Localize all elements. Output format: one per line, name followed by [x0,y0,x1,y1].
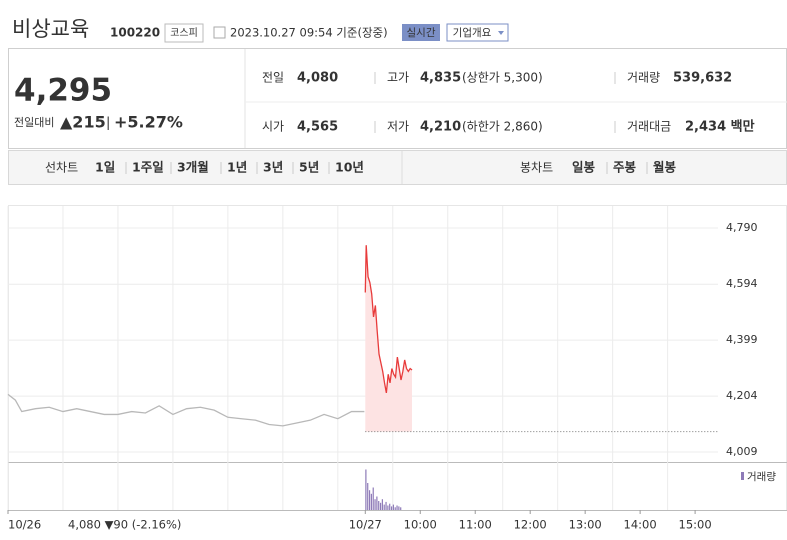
x-tick-label: 15:00 [679,518,712,532]
stat-value: 4,080 [297,71,338,86]
tab[interactable]: 1일 [95,160,115,175]
volume-bar [370,493,372,510]
stat-note: (하한가 2,860) [462,120,543,134]
area-fill [365,245,413,432]
volume-bar [374,499,376,510]
y-tick-label: 4,009 [726,445,758,458]
change-label: 전일대비 [14,115,54,129]
dropdown-icon [498,31,504,35]
volume-bar [396,505,398,510]
x-tick-label: 12:00 [514,518,547,532]
timestamp: 2023.10.27 09:54 기준(장중) [230,26,388,40]
market: 코스피 [170,27,198,39]
volume-bar [394,507,396,510]
x-tick-label: 14:00 [624,518,657,532]
volume-bar [392,504,394,510]
change-rate: +5.27% [114,113,183,132]
stat-value: 4,835 [420,71,461,86]
legend-label: 거래량 [747,471,776,483]
tab[interactable]: 월봉 [653,160,677,175]
volume-bar [365,469,367,510]
volume-bar [387,505,389,510]
y-tick-label: 4,204 [726,389,758,402]
stat-value: 4,565 [297,120,338,135]
volume-bar [383,504,385,510]
x-tick-label: 10/26 [8,518,41,532]
volume-bar [379,502,382,510]
tab[interactable]: 5년 [299,160,319,175]
x-tick-label: 10:00 [404,518,437,532]
volume-bar [367,483,369,510]
quote-box [8,48,787,149]
separator: | [106,116,110,131]
stat-label: 거래대금 [627,120,671,134]
volume-bar [378,501,380,510]
tab[interactable]: 3개월 [177,160,209,175]
volume-bar [376,496,378,510]
market-badge [164,23,204,43]
x-tick-label: 10/27 [349,518,382,532]
stat-label: 고가 [387,71,409,85]
volume-bar [368,490,371,510]
stock-code: 100220 [110,26,160,40]
stat-value: 539,632 [673,71,732,86]
x-tick-label: 11:00 [459,518,492,532]
y-tick-label: 4,594 [726,277,758,290]
volume-bar [381,499,383,510]
tab[interactable]: 1년 [227,160,247,175]
stat-label: 거래량 [627,71,660,85]
price: 4,295 [14,73,112,109]
calendar-icon [213,26,226,39]
y-tick-label: 4,790 [726,221,758,234]
volume-bar [390,506,393,510]
stat-label: 저가 [387,120,409,134]
tab[interactable]: 일봉 [572,160,596,175]
stat-label: 전일 [262,71,284,85]
price-line [7,393,365,427]
volume-bar [400,507,402,510]
realtime-label[interactable]: 실시간 [407,27,436,39]
volume-bar [398,506,400,510]
change: ▲215 [60,113,106,132]
footer-change: 4,080 ▼90 (-2.16%) [68,518,181,532]
x-tick-label: 13:00 [569,518,602,532]
volume-bar [385,501,387,510]
company-btn[interactable] [446,23,509,42]
realtime-btn[interactable] [402,24,440,41]
volume-bar [389,503,391,510]
tab-group-label: 봉차트 [520,161,553,175]
volume-bar [372,487,374,510]
stat-value: 2,434 백만 [685,119,755,135]
tab[interactable]: 10년 [335,160,364,175]
price-line [364,245,413,394]
legend-swatch [741,472,744,480]
tab[interactable]: 1주일 [132,160,164,175]
stat-note: (상한가 5,300) [462,71,543,85]
stat-label: 시가 [262,120,284,134]
tab-group-label: 선차트 [45,161,78,175]
tab[interactable]: 3년 [263,160,283,175]
stock-name: 비상교육 [12,17,89,41]
company-label[interactable]: 기업개요 [453,26,492,39]
stat-value: 4,210 [420,120,461,135]
tab[interactable]: 주봉 [613,160,637,175]
y-tick-label: 4,399 [726,333,758,346]
